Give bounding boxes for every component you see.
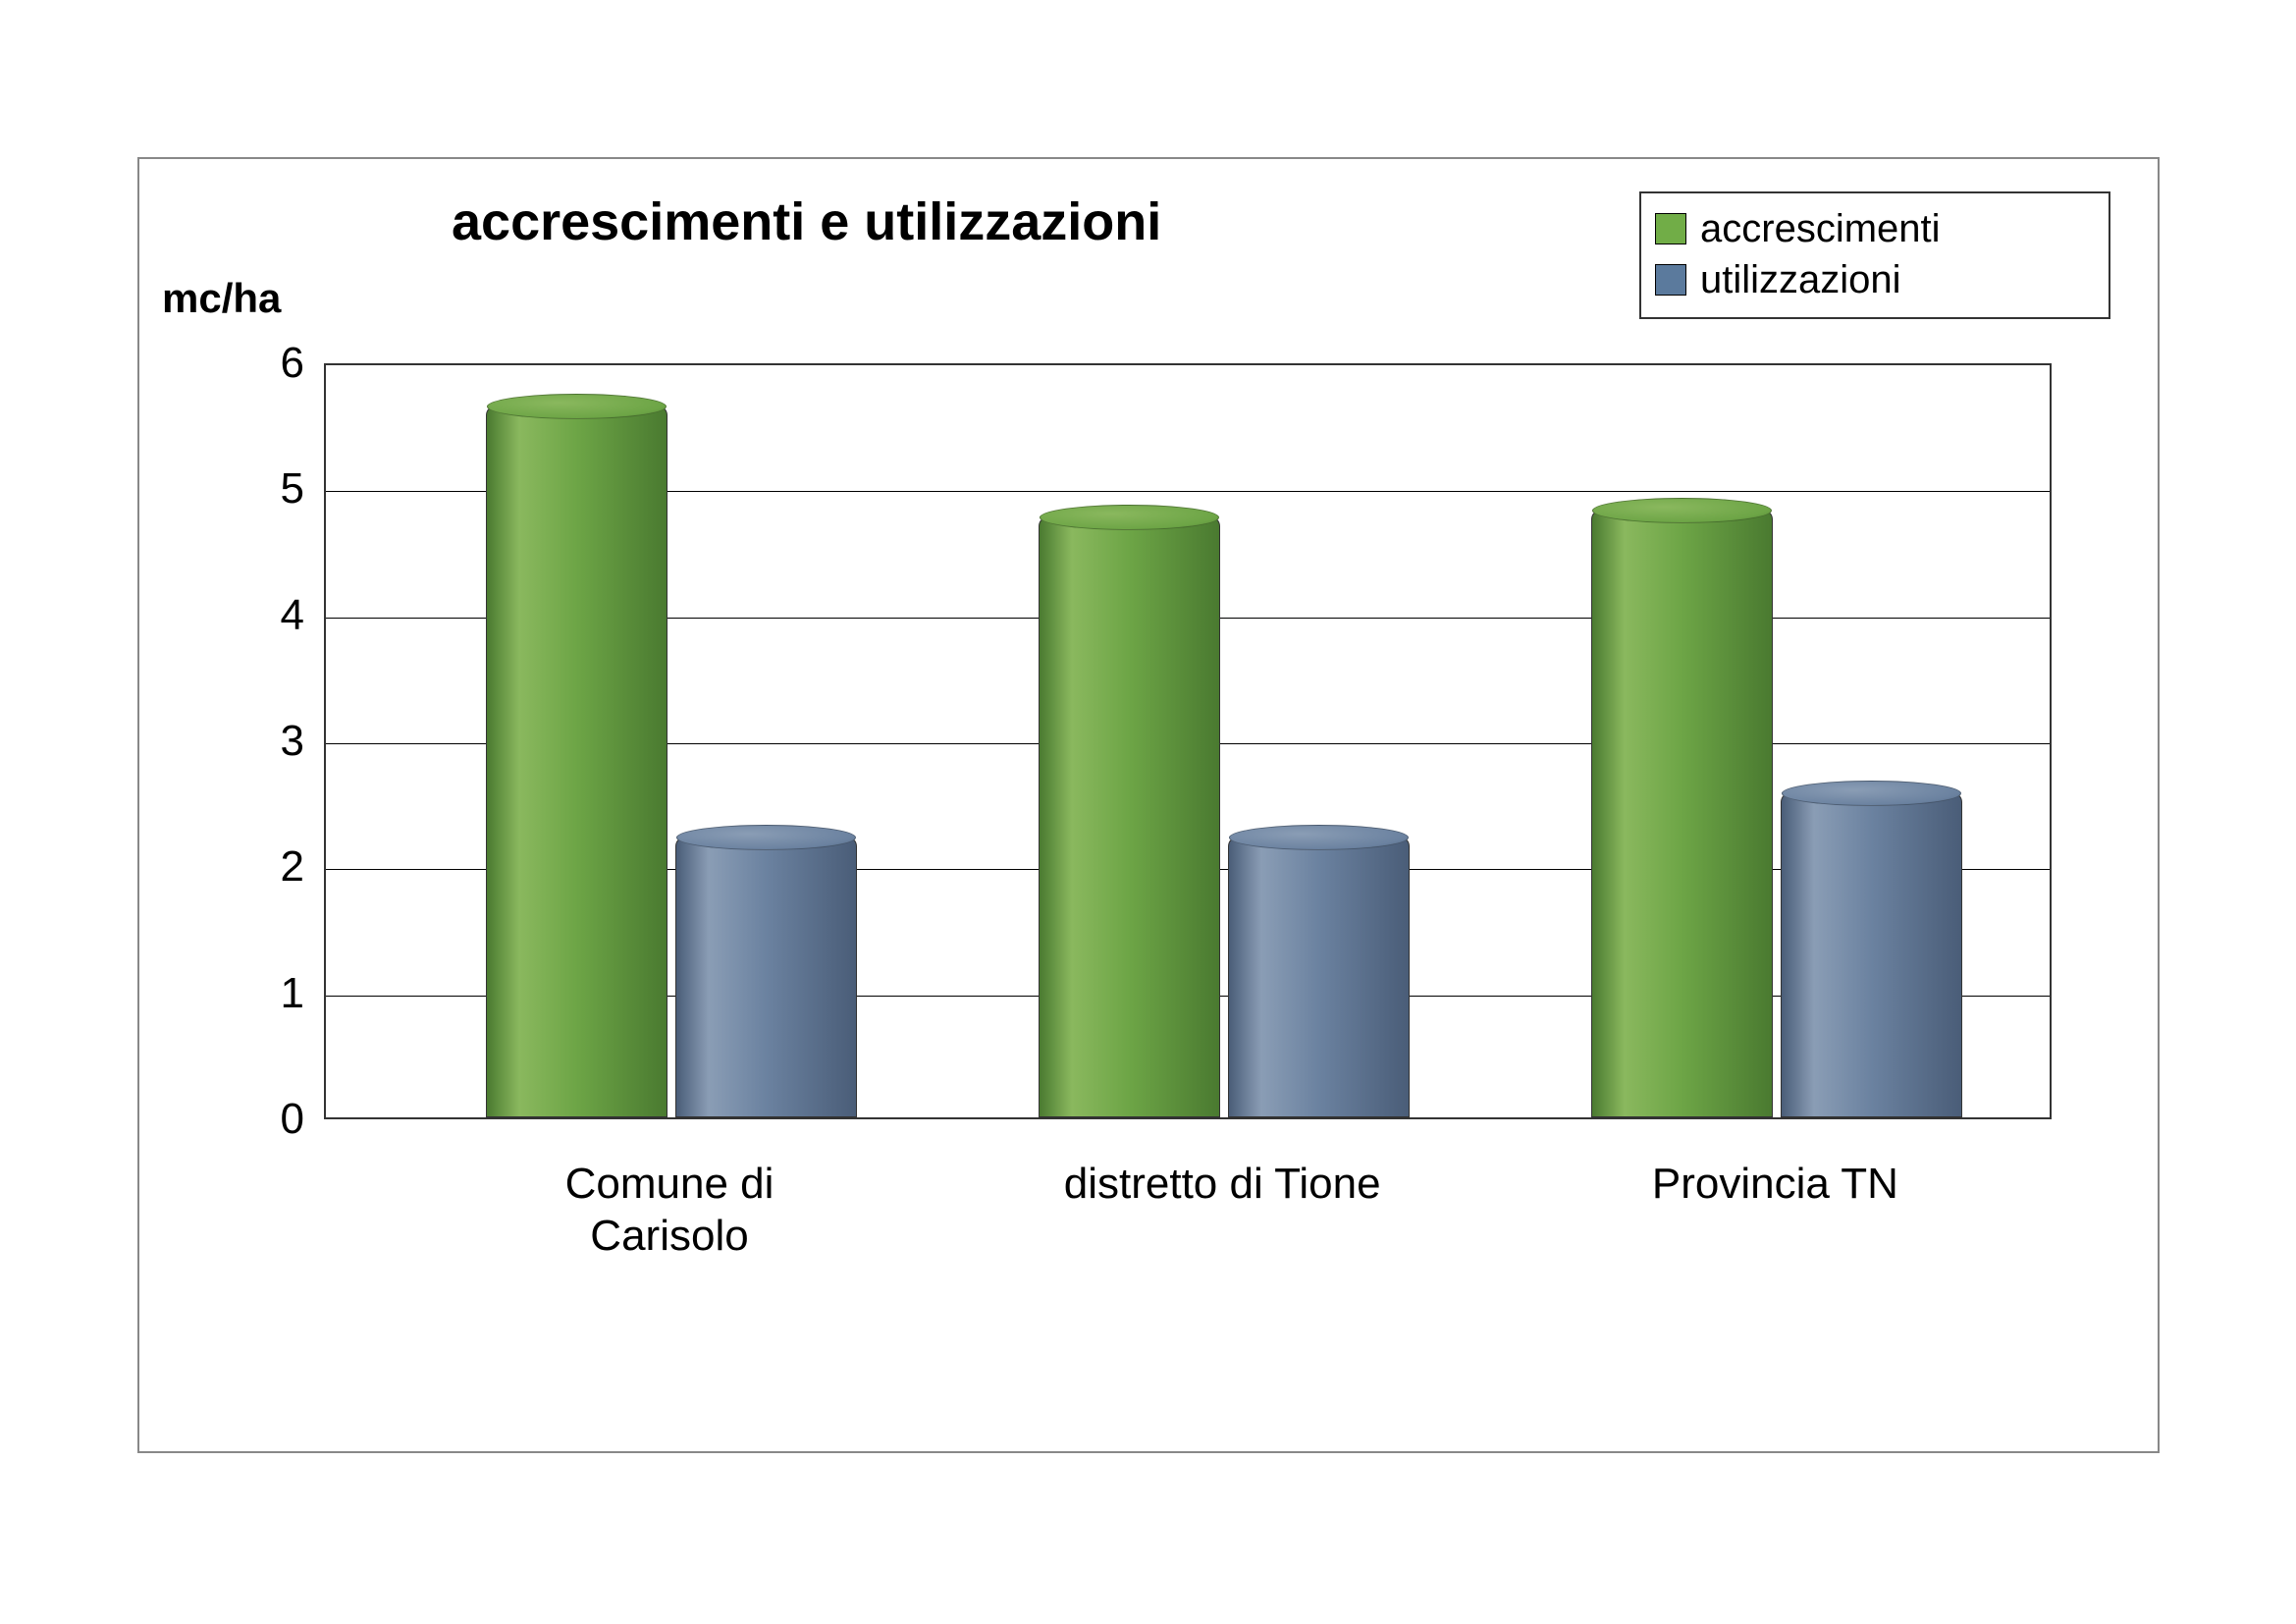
y-tick-label: 0 [245, 1095, 304, 1144]
bar-utilizzazioni [1228, 837, 1410, 1117]
legend-swatch-utilizzazioni [1655, 264, 1686, 296]
bar-accrescimenti [1591, 510, 1773, 1117]
bar-top-cap [1229, 825, 1409, 850]
legend: accrescimenti utilizzazioni [1639, 191, 2110, 319]
y-axis-label: mc/ha [162, 275, 281, 322]
legend-item-utilizzazioni: utilizzazioni [1655, 254, 2095, 305]
y-tick-label: 6 [245, 339, 304, 388]
bar-group [486, 361, 857, 1117]
bar-top-cap [487, 394, 667, 419]
x-category-label: Provincia TN [1500, 1159, 2050, 1211]
legend-label-accrescimenti: accrescimenti [1700, 207, 1941, 251]
x-axis-labels: Comune diCarisolodistretto di TioneProvi… [324, 1149, 2052, 1296]
bar-top-cap [1782, 781, 1961, 806]
y-tick-label: 3 [245, 717, 304, 766]
x-category-label: distretto di Tione [947, 1159, 1497, 1211]
bar-group [1039, 361, 1410, 1117]
bar-accrescimenti [1039, 516, 1220, 1117]
y-tick-label: 4 [245, 591, 304, 640]
bar-accrescimenti [486, 406, 667, 1117]
bar-group [1591, 361, 1962, 1117]
bar-top-cap [676, 825, 856, 850]
legend-label-utilizzazioni: utilizzazioni [1700, 258, 1901, 302]
legend-item-accrescimenti: accrescimenti [1655, 203, 2095, 254]
y-tick-label: 2 [245, 842, 304, 892]
y-tick-label: 5 [245, 464, 304, 514]
plot-area [324, 363, 2052, 1119]
bar-top-cap [1592, 498, 1772, 523]
bar-utilizzazioni [675, 837, 857, 1117]
legend-swatch-accrescimenti [1655, 213, 1686, 244]
x-category-label: Comune diCarisolo [395, 1159, 944, 1263]
bar-utilizzazioni [1781, 792, 1962, 1117]
y-tick-label: 1 [245, 969, 304, 1018]
chart-title: accrescimenti e utilizzazioni [452, 191, 1161, 252]
bar-top-cap [1040, 505, 1219, 530]
